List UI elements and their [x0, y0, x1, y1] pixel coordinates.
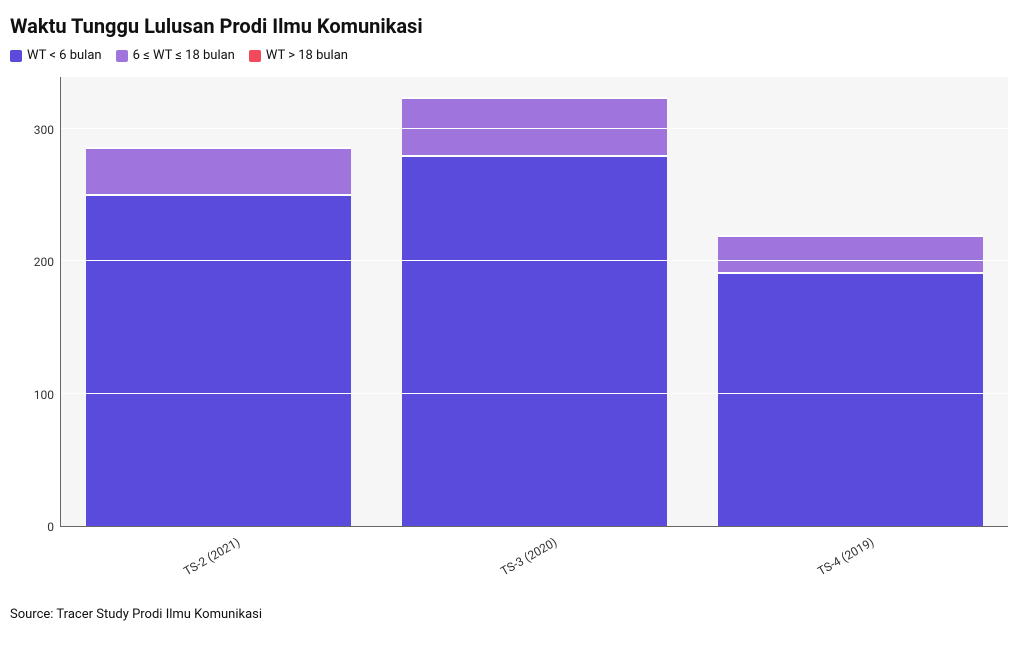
bar-segment [402, 155, 667, 526]
legend-item: 6 ≤ WT ≤ 18 bulan [116, 48, 235, 63]
bar-segment [718, 272, 983, 526]
x-tick-label: TS-4 (2019) [852, 545, 873, 581]
y-tick-label: 300 [10, 123, 54, 137]
x-tick-label: TS-2 (2021) [218, 545, 239, 581]
y-tick-label: 200 [10, 255, 54, 269]
legend-label-0: WT < 6 bulan [27, 48, 102, 63]
x-axis: TS-2 (2021) TS-3 (2020) TS-4 (2019) [60, 527, 1010, 587]
y-tick-label: 100 [10, 388, 54, 402]
source-text: Source: Tracer Study Prodi Ilmu Komunika… [10, 607, 1010, 622]
bar-segment [86, 194, 351, 526]
grid-line [61, 393, 1008, 394]
bar-group [402, 97, 667, 526]
bar-segment [718, 235, 983, 272]
legend-label-1: 6 ≤ WT ≤ 18 bulan [133, 48, 235, 63]
grid-line [61, 128, 1008, 129]
legend-swatch-2 [249, 50, 261, 62]
bar-segment [86, 147, 351, 193]
chart-area: 0100200300 [10, 77, 1008, 527]
plot-area [60, 77, 1008, 527]
chart-title: Waktu Tunggu Lulusan Prodi Ilmu Komunika… [10, 14, 1010, 38]
x-tick-label: TS-3 (2020) [535, 545, 556, 581]
y-tick-label: 0 [10, 520, 54, 534]
bars-container [61, 77, 1008, 526]
grid-line [61, 260, 1008, 261]
legend-item: WT > 18 bulan [249, 48, 348, 63]
legend-label-2: WT > 18 bulan [266, 48, 348, 63]
bar-group [718, 235, 983, 526]
bar-segment [402, 97, 667, 155]
bar-group [86, 147, 351, 526]
legend: WT < 6 bulan 6 ≤ WT ≤ 18 bulan WT > 18 b… [10, 48, 1010, 63]
y-axis: 0100200300 [10, 77, 60, 527]
legend-item: WT < 6 bulan [10, 48, 102, 63]
legend-swatch-0 [10, 50, 22, 62]
legend-swatch-1 [116, 50, 128, 62]
